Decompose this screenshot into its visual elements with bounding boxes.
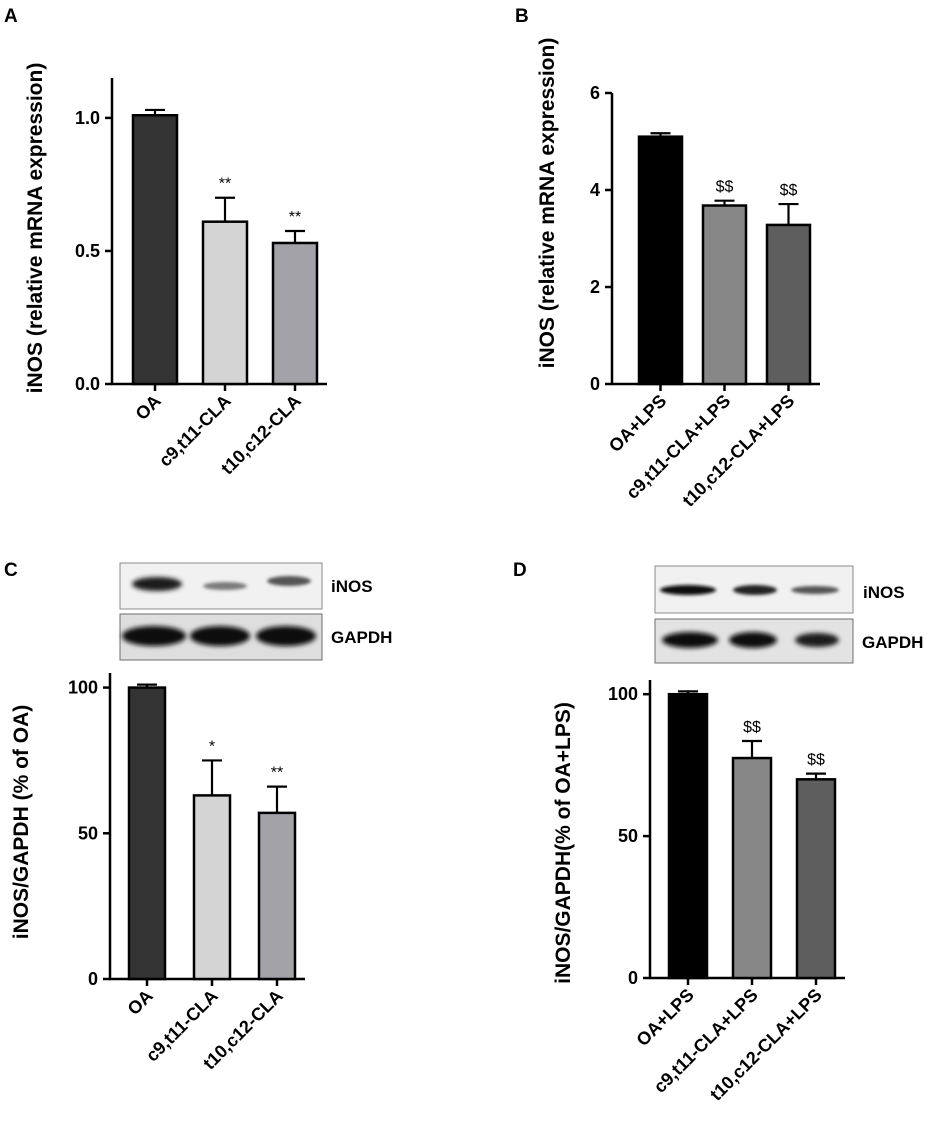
significance-marker: $$ <box>780 182 798 199</box>
y-tick-label: 0.0 <box>75 374 100 394</box>
bar-1 <box>127 686 167 981</box>
y-tick-label: 0 <box>590 374 600 394</box>
blot-d-inos-label: iNOS <box>863 583 905 602</box>
blot-c-inos-label: iNOS <box>331 577 373 596</box>
blot-d-inos-band-1 <box>660 585 716 595</box>
blot-d-gapdh-label: GAPDH <box>862 633 923 652</box>
y-tick-label: 6 <box>590 83 600 103</box>
category-label: t10,c12-CLA+LPS <box>678 391 798 511</box>
y-axis-label: iNOS (relative mRNA expression) <box>536 38 559 369</box>
significance-marker: $$ <box>743 719 761 736</box>
panel-label-a: A <box>4 6 18 27</box>
bar-1 <box>637 135 684 386</box>
y-axis-label: iNOS (relative mRNA expression) <box>24 63 47 394</box>
blot-d-inos-band-2 <box>733 585 777 595</box>
blot-d-gapdh-band-3 <box>795 633 839 647</box>
category-label: OA+LPS <box>632 985 697 1050</box>
y-tick-label: 2 <box>590 277 600 297</box>
significance-marker: * <box>209 738 215 755</box>
bar-3 <box>795 778 837 980</box>
western-blot-d: iNOS GAPDH <box>654 565 923 664</box>
significance-marker: ** <box>289 209 301 226</box>
y-axis-label: iNOS/GAPDH(% of OA+LPS) <box>552 702 575 984</box>
bar-3 <box>257 811 297 981</box>
blot-d-gapdh-band-2 <box>729 632 777 648</box>
y-axis-label: iNOS/GAPDH (% of OA) <box>10 705 33 940</box>
blot-c-gapdh-band-3 <box>256 626 316 646</box>
y-tick-label: 50 <box>618 826 638 846</box>
category-label: OA <box>132 391 165 424</box>
blot-c-inos-band-1 <box>132 577 182 591</box>
y-tick-label: 0.5 <box>75 241 100 261</box>
blot-c-inos-band-3 <box>267 576 311 586</box>
chart-panel-a: 0.0 0.5 1.0 iNOS (relative mRNA expression)… <box>24 63 327 478</box>
panel-label-d: D <box>513 560 527 581</box>
significance-marker: ** <box>271 765 283 782</box>
y-tick-label: 0 <box>88 969 98 989</box>
bar-3 <box>271 241 319 386</box>
bar-2 <box>201 220 249 386</box>
category-label: OA+LPS <box>605 391 670 456</box>
panel-label-b: B <box>515 6 529 27</box>
blot-c-gapdh-label: GAPDH <box>331 628 392 647</box>
y-tick-label: 0 <box>628 968 638 988</box>
significance-marker: $$ <box>716 179 734 196</box>
y-tick-label: 1.0 <box>75 108 100 128</box>
y-tick-label: 4 <box>590 180 600 200</box>
bar-1 <box>131 114 179 386</box>
bar-2 <box>192 794 232 981</box>
significance-marker: $$ <box>807 752 825 769</box>
bar-2 <box>701 204 748 386</box>
bar-1 <box>667 692 709 980</box>
significance-marker: ** <box>219 176 231 193</box>
western-blot-c: iNOS GAPDH <box>119 562 392 661</box>
y-tick-label: 100 <box>608 684 638 704</box>
bar-2 <box>731 756 773 980</box>
category-label: t10,c12-CLA+LPS <box>706 985 826 1105</box>
y-tick-label: 100 <box>68 678 98 698</box>
y-tick-label: 50 <box>78 823 98 843</box>
bar-3 <box>765 223 812 386</box>
chart-panel-b: 0 2 4 6 iNOS (relative mRNA expression) OA+LP… <box>536 38 820 511</box>
blot-d-inos-band-3 <box>791 586 839 594</box>
blot-c-gapdh-band-1 <box>122 626 186 646</box>
panel-label-c: C <box>4 560 18 581</box>
blot-c-gapdh-band-2 <box>190 626 250 646</box>
category-label: OA <box>124 986 157 1019</box>
blot-c-inos-band-2 <box>203 582 247 590</box>
blot-d-gapdh-band-1 <box>662 632 718 648</box>
